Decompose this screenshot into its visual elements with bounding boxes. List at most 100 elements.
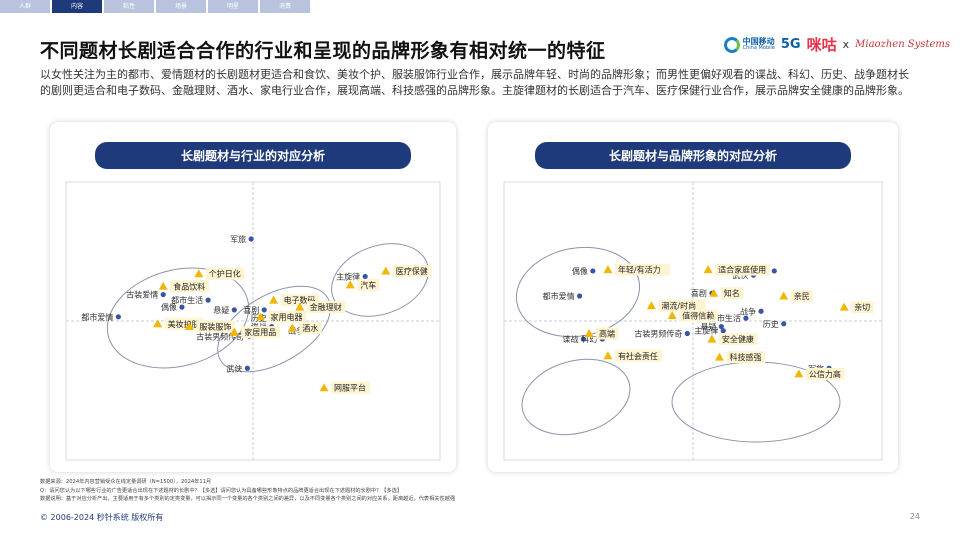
industry-chart-title: 长剧题材与行业的对应分析	[95, 142, 411, 169]
category-triangle	[229, 327, 239, 336]
category-triangle	[839, 302, 849, 311]
nav-tab[interactable]: 消费	[260, 0, 310, 13]
nav-tab[interactable]: 场景	[156, 0, 206, 13]
category-label-box	[164, 317, 204, 330]
category-triangle	[194, 269, 204, 278]
category-triangle	[295, 302, 305, 311]
genre-label: 都市爱情	[543, 291, 575, 301]
category-label-box	[658, 299, 706, 312]
category-label: 医疗保健	[396, 266, 428, 276]
industry-scatter-plot: 军旅主旋律古装爱情都市生活偶像悬疑喜剧都市爱情历史科幻谍战战争古装男频传奇武侠医…	[65, 181, 441, 461]
genre-label: 军旅	[230, 234, 246, 244]
miaozhen-logo: Miaozhen Systems	[855, 38, 950, 50]
category-triangle	[646, 301, 656, 310]
category-label: 电子数码	[284, 295, 316, 305]
survey-question: Q：请问您认为以下哪些行业的广告更适合出现在下述题材的长剧中？【多选】请问您认为…	[40, 487, 403, 494]
genre-label: 喜剧	[243, 305, 259, 315]
genre-point	[718, 323, 724, 330]
category-triangle	[269, 295, 279, 304]
category-label-box	[306, 301, 346, 314]
nav-tab[interactable]: 内容	[52, 0, 102, 13]
page-number: 24	[909, 512, 920, 521]
genre-point	[781, 321, 787, 327]
copyright: © 2006-2024 秒针系统 版权所有	[40, 513, 164, 522]
category-label: 亲民	[794, 291, 810, 301]
category-label: 酒水	[302, 323, 318, 333]
genre-point	[244, 365, 250, 371]
category-label-box	[715, 263, 771, 276]
category-triangle	[794, 369, 804, 378]
category-label: 知名	[724, 288, 740, 298]
category-label: 金融理财	[310, 302, 342, 312]
category-label: 潮流/时尚	[661, 301, 696, 311]
nav-tab[interactable]: 明星	[208, 0, 258, 13]
category-label: 年轻/有活力	[618, 265, 661, 275]
cluster-ellipse	[515, 246, 641, 338]
category-triangle	[603, 351, 613, 360]
category-label-box	[299, 321, 322, 334]
cluster-ellipse	[331, 243, 429, 317]
category-label-box	[267, 310, 307, 323]
category-label-box	[357, 278, 380, 291]
category-label: 食品饮料	[173, 281, 205, 291]
genre-point	[577, 293, 583, 299]
category-label: 美妆护肤	[168, 319, 200, 329]
category-label-box	[170, 280, 210, 293]
category-label: 汽车	[360, 280, 376, 290]
cluster-ellipse	[521, 358, 631, 436]
logo-bar: 中国移动 China Mobile 5G 咪咕 x Miaozhen Syste…	[723, 34, 950, 55]
genre-label: 历史	[763, 319, 779, 329]
category-triangle	[345, 280, 355, 289]
category-triangle	[184, 322, 194, 331]
genre-point	[590, 268, 596, 274]
genre-point	[720, 328, 726, 334]
category-label: 家居用品	[244, 327, 276, 337]
category-triangle	[603, 265, 613, 274]
partner-x: x	[842, 38, 850, 51]
category-label-box	[805, 367, 845, 380]
genre-label: 都市生活	[171, 295, 203, 305]
category-label: 网服平台	[334, 383, 366, 393]
category-triangle	[287, 323, 297, 332]
genre-point	[231, 307, 237, 313]
genre-label: 悬疑	[213, 305, 229, 315]
genre-label: 科幻	[581, 334, 597, 344]
category-label-box	[790, 289, 814, 302]
industry-chart-panel: 长剧题材与行业的对应分析 军旅主旋律古装爱情都市生活偶像悬疑喜剧都市爱情历史科幻…	[50, 122, 456, 472]
genre-label: 都市生活	[709, 313, 741, 323]
category-label-box	[720, 287, 744, 300]
china-mobile-icon	[723, 36, 740, 53]
category-label-box	[851, 301, 874, 314]
category-triangle	[584, 329, 594, 338]
footer-notes: 数据来源：2024年内容营销受众在线定量调研（N=1500），2024年11月 …	[40, 478, 455, 504]
genre-point	[115, 314, 121, 320]
genre-label: 谍战	[562, 334, 578, 344]
genre-label: 武侠	[226, 363, 242, 373]
genre-label: 偶像	[572, 266, 588, 276]
category-label: 亲切	[854, 302, 870, 312]
genre-label: 喜剧	[691, 288, 707, 298]
category-triangle	[319, 383, 329, 392]
nav-tab[interactable]: 粘性	[104, 0, 154, 13]
category-label: 服装服饰	[199, 322, 231, 332]
genre-point	[743, 315, 749, 321]
brand-chart-title: 长剧题材与品牌形象的对应分析	[535, 142, 851, 169]
genre-point	[362, 273, 368, 280]
summary-text: 以女性关注为主的都市、爱情题材的长剧题材更适合和食饮、美妆个护、服装服饰行业合作…	[40, 68, 909, 97]
nav-tabs: 人群 内容 粘性 场景 明星 消费	[0, 0, 312, 13]
category-label-box	[596, 327, 619, 340]
category-label: 值得信赖	[682, 310, 714, 320]
category-triangle	[779, 291, 789, 300]
nav-tab[interactable]: 人群	[0, 0, 50, 13]
genre-point	[205, 297, 211, 303]
category-label-box	[241, 326, 281, 339]
brand-chart-panel: 长剧题材与品牌形象的对应分析 偶像古装爱情武侠都市爱情喜剧战争都市生活历史悬疑主…	[488, 122, 898, 472]
category-label: 家用电器	[270, 312, 302, 322]
category-label: 个护日化	[209, 269, 241, 279]
genre-label: 主旋律	[336, 272, 360, 282]
genre-label: 偶像	[161, 302, 177, 312]
migu-logo: 咪咕	[806, 36, 837, 54]
category-triangle	[703, 265, 713, 274]
category-label-box	[614, 349, 662, 362]
category-label-box	[614, 263, 671, 276]
